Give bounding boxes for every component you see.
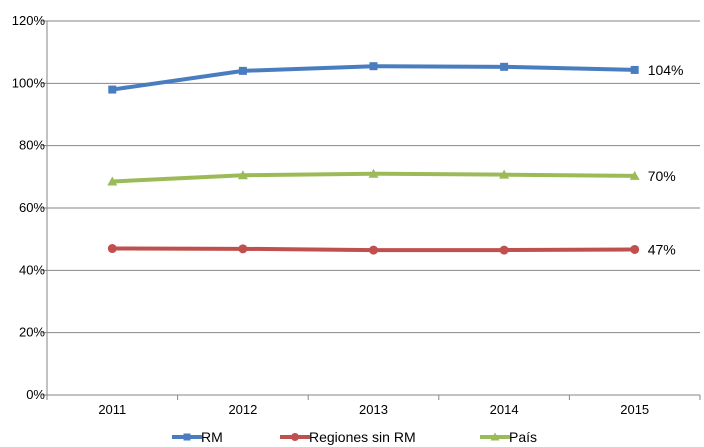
data-point (238, 244, 248, 254)
y-tick-label: 40% (19, 262, 45, 277)
legend-swatch-marker (291, 433, 299, 441)
y-tick-labels: 0% 20% 40% 60% 80% 100% 120% (12, 13, 46, 402)
y-tick-label: 0% (26, 387, 45, 402)
y-tick-label: 120% (12, 13, 46, 28)
y-tick-label: 60% (19, 200, 45, 215)
data-point (369, 62, 378, 71)
data-point (368, 168, 379, 178)
legend: RM Regiones sin RM País (172, 429, 537, 445)
series-lines (107, 62, 640, 255)
y-tick-label: 20% (19, 325, 45, 340)
end-label: 70% (648, 168, 676, 184)
data-point (108, 85, 117, 94)
legend-label: RM (201, 429, 223, 445)
x-tick-label: 2012 (228, 402, 257, 417)
x-tick-label: 2015 (620, 402, 649, 417)
axes (42, 20, 701, 400)
y-tick-label: 100% (12, 75, 46, 90)
data-point (500, 62, 509, 71)
x-tick-label: 2011 (98, 402, 126, 417)
data-point (107, 244, 117, 254)
data-point (238, 66, 247, 75)
end-labels: 104% 47% 70% (648, 62, 684, 258)
x-tick-labels: 2011 2012 2013 2014 2015 (98, 402, 649, 417)
data-point (237, 170, 248, 180)
legend-swatch-marker (183, 433, 191, 441)
legend-label: País (509, 429, 537, 445)
data-point (369, 245, 378, 255)
data-point (629, 170, 640, 180)
data-point (630, 244, 640, 254)
data-point (630, 65, 639, 74)
end-label: 47% (648, 241, 676, 257)
data-point (499, 245, 509, 255)
end-label: 104% (648, 62, 684, 78)
data-point (107, 176, 118, 186)
data-point (499, 169, 510, 179)
legend-label: Regiones sin RM (309, 429, 416, 445)
y-tick-label: 80% (19, 138, 45, 153)
x-tick-label: 2013 (359, 402, 388, 417)
legend-swatch-marker (490, 432, 500, 441)
x-tick-label: 2014 (490, 402, 519, 417)
